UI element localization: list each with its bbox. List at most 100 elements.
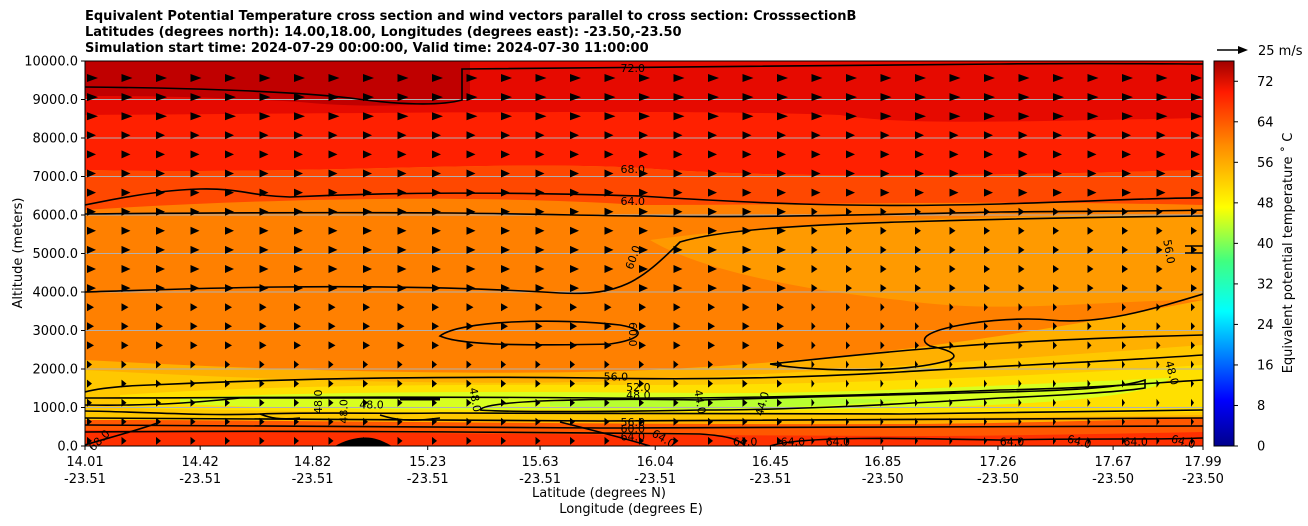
wind-arrow [259,322,267,331]
wind-arrow [121,322,129,331]
contour-label: 44.0 [691,389,708,415]
wind-arrow [535,245,545,254]
wind-arrow [1053,303,1057,312]
wind-arrow [880,112,892,121]
wind-arrow [811,417,815,426]
wind-arrow [811,112,823,121]
wind-arrow [1191,150,1200,159]
wind-arrow [121,226,131,235]
wind-arrow [294,398,299,407]
wind-arrow [156,436,161,445]
wind-arrow [190,360,196,369]
wind-arrow [501,169,510,178]
wind-arrow [846,284,852,293]
wind-arrow [225,245,234,254]
wind-arrow [1191,341,1195,350]
wind-arrow [673,169,683,178]
wind-arrow [501,360,506,369]
colorbar-tick-label: 40 [1257,237,1274,252]
wind-arrow [501,436,506,445]
wind-arrow [156,150,165,159]
wind-arrow [570,436,575,445]
wind-arrow [328,131,338,140]
wind-arrow [915,245,921,254]
wind-arrow [156,341,163,350]
wind-arrow [1156,112,1168,121]
wind-arrow [1053,379,1056,388]
wind-arrow [294,150,303,159]
wind-arrow [949,398,953,407]
wind-arrow [742,188,752,197]
wind-arrow [1087,322,1092,331]
y-tick-label: 0.0 [57,440,78,455]
wind-arrow [570,245,579,254]
contour-label: 64.0 [1066,432,1093,451]
wind-arrow [294,245,303,254]
x-tick-label-lat: 17.99 [1184,455,1221,470]
wind-arrow [811,169,821,178]
wind-arrow [363,284,372,293]
wind-arrow [639,322,646,331]
colorbar-tick-label: 64 [1257,115,1274,130]
wind-arrow [984,112,995,121]
wind-arrow [501,245,510,254]
wind-arrow [190,379,196,388]
wind-arrow [846,245,852,254]
wind-arrow [846,74,857,82]
wind-arrow [225,456,230,464]
contour-label: 64.0 [781,435,806,448]
wind-arrow [535,360,541,369]
wind-arrow [501,207,510,216]
wind-arrow [949,417,953,426]
wind-arrow [949,360,953,369]
wind-arrow [570,417,575,426]
wind-arrow [190,436,196,445]
wind-arrow [984,74,995,82]
wind-arrow [846,398,849,407]
wind-arrow [535,74,547,82]
wind-arrow [225,341,232,350]
wind-arrow [639,245,648,254]
wind-arrow [1122,265,1128,273]
wind-arrow [259,207,269,216]
wind-arrow [570,188,579,197]
wind-arrow [1122,131,1131,140]
wind-arrow [501,303,508,312]
wind-arrow [708,284,717,293]
wind-arrow [397,284,407,293]
wind-arrow [328,284,338,293]
wind-arrow [1087,150,1097,159]
wind-arrow [984,417,987,426]
wind-arrow [1087,417,1091,426]
wind-arrow [880,245,887,254]
wind-arrow [87,74,98,82]
y-tick-label: 5000.0 [33,247,79,262]
wind-arrow [225,112,236,121]
wind-arrow [570,398,575,407]
wind-arrow [432,379,437,388]
wind-arrow [708,93,719,102]
wind-arrow [225,379,230,388]
wind-arrow [259,93,271,102]
wind-arrow [466,398,472,407]
wind-arrow [432,360,437,369]
wind-arrow [1053,265,1059,273]
wind-arrow [156,245,165,254]
wind-arrow [466,226,476,235]
colorbar [1213,60,1235,447]
wind-arrow [121,265,131,273]
wind-arrow [294,303,301,312]
wind-arrow [466,436,472,445]
wind-arrow [811,188,821,197]
wind-arrow [432,131,441,140]
wind-arrow [190,169,200,178]
wind-arrow [949,284,956,293]
wind-arrow [259,341,267,350]
wind-arrow [639,341,646,350]
wind-arrow [501,188,510,197]
wind-arrow [639,379,644,388]
wind-arrow [777,74,788,82]
wind-arrow [1191,284,1197,293]
wind-arrow [363,169,372,178]
wind-arrow [535,398,541,407]
